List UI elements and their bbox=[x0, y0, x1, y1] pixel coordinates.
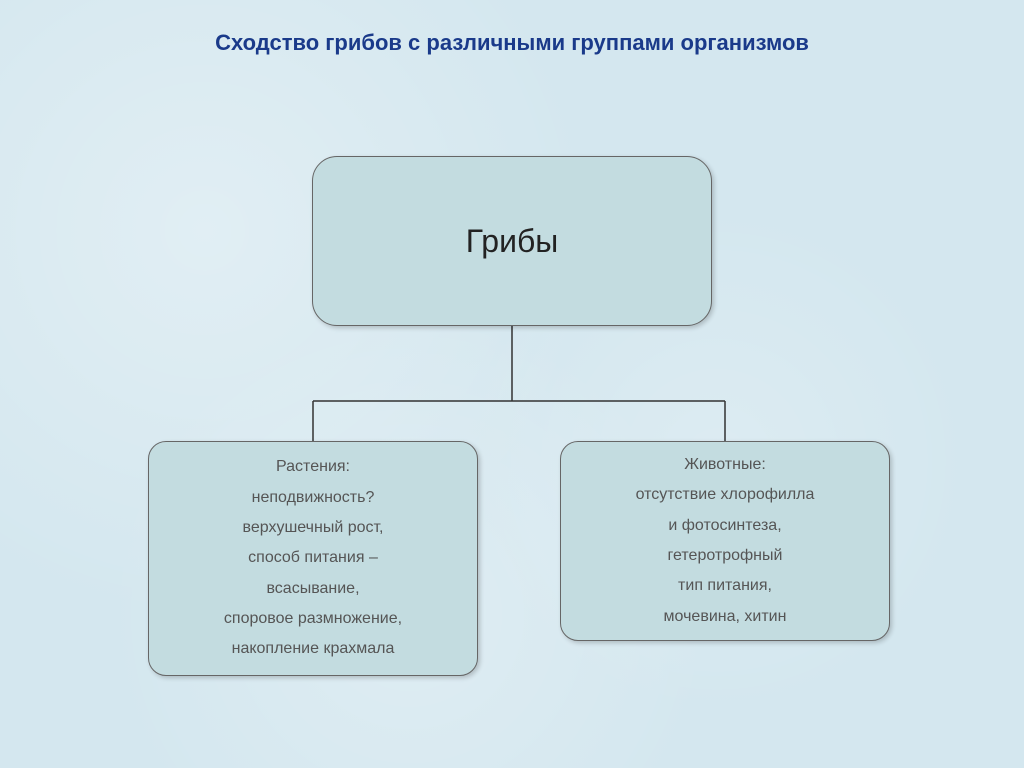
root-node-label: Грибы bbox=[466, 223, 559, 260]
slide-title: Сходство грибов с различными группами ор… bbox=[0, 0, 1024, 56]
child-node-animals: Животные:отсутствие хлорофиллаи фотосинт… bbox=[560, 441, 890, 641]
hierarchy-diagram: Грибы Растения:неподвижность?верхушечный… bbox=[0, 56, 1024, 736]
child-animals-label: Животные:отсутствие хлорофиллаи фотосинт… bbox=[636, 450, 815, 632]
child-node-plants: Растения:неподвижность?верхушечный рост,… bbox=[148, 441, 478, 676]
child-plants-label: Растения:неподвижность?верхушечный рост,… bbox=[224, 452, 402, 665]
root-node-fungi: Грибы bbox=[312, 156, 712, 326]
